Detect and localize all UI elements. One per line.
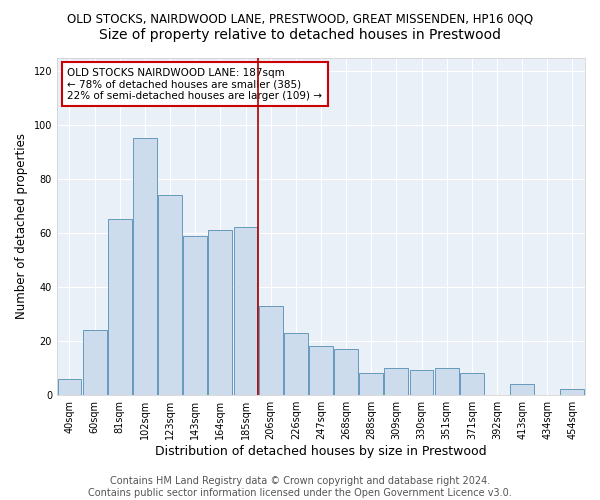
Bar: [385, 368, 409, 394]
Bar: [233, 228, 257, 394]
X-axis label: Distribution of detached houses by size in Prestwood: Distribution of detached houses by size …: [155, 444, 487, 458]
Text: Size of property relative to detached houses in Prestwood: Size of property relative to detached ho…: [99, 28, 501, 42]
Bar: [133, 138, 157, 394]
Bar: [460, 373, 484, 394]
Bar: [309, 346, 333, 395]
Bar: [510, 384, 534, 394]
Bar: [259, 306, 283, 394]
Bar: [83, 330, 107, 394]
Bar: [208, 230, 232, 394]
Text: OLD STOCKS NAIRDWOOD LANE: 187sqm
← 78% of detached houses are smaller (385)
22%: OLD STOCKS NAIRDWOOD LANE: 187sqm ← 78% …: [67, 68, 322, 101]
Bar: [560, 390, 584, 394]
Bar: [158, 195, 182, 394]
Bar: [284, 332, 308, 394]
Bar: [108, 220, 132, 394]
Bar: [359, 373, 383, 394]
Bar: [410, 370, 433, 394]
Bar: [58, 378, 82, 394]
Text: Contains HM Land Registry data © Crown copyright and database right 2024.
Contai: Contains HM Land Registry data © Crown c…: [88, 476, 512, 498]
Bar: [183, 236, 207, 394]
Y-axis label: Number of detached properties: Number of detached properties: [15, 133, 28, 319]
Bar: [435, 368, 458, 394]
Text: OLD STOCKS, NAIRDWOOD LANE, PRESTWOOD, GREAT MISSENDEN, HP16 0QQ: OLD STOCKS, NAIRDWOOD LANE, PRESTWOOD, G…: [67, 12, 533, 26]
Bar: [334, 349, 358, 395]
